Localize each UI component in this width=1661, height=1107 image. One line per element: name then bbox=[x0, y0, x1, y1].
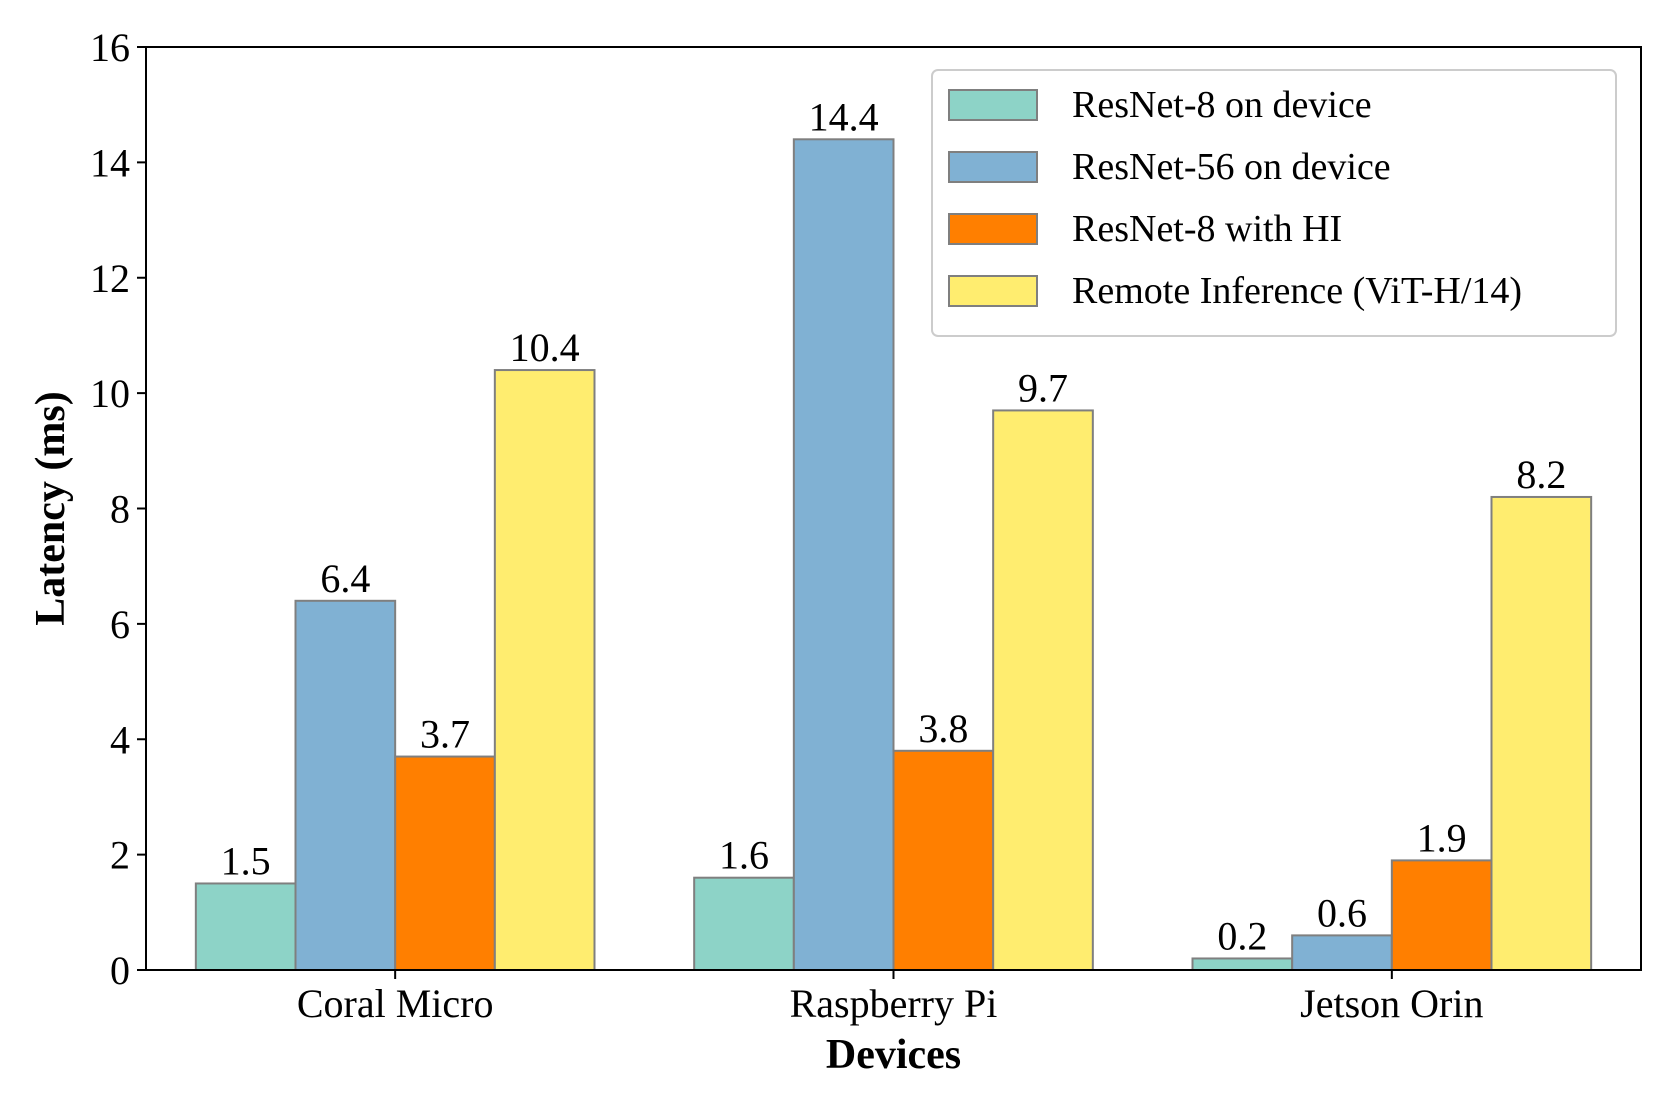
bar bbox=[493, 369, 596, 971]
bar-value-label: 3.7 bbox=[420, 712, 470, 757]
x-tick-label: Jetson Orin bbox=[1300, 981, 1483, 1026]
legend-box bbox=[931, 69, 1617, 337]
bar-labels-layer: 1.5 6.4 3.7 10.4 1.6 14.4 3.8 9.7 0.2 0.6 1.9 8.2 bbox=[221, 94, 1567, 958]
bars-layer bbox=[194, 138, 1593, 972]
legend-label: ResNet-56 on device bbox=[1072, 146, 1391, 188]
y-tick-label: 16 bbox=[90, 25, 130, 70]
legend-swatch bbox=[948, 89, 1038, 121]
y-tick-label: 4 bbox=[110, 717, 130, 762]
y-tick-label: 2 bbox=[110, 833, 130, 878]
legend-label: Remote Inference (ViT-H/14) bbox=[1072, 270, 1522, 312]
bar bbox=[892, 749, 995, 971]
bar bbox=[693, 876, 795, 972]
x-axis: Coral Micro Raspberry Pi Jetson Orin bbox=[297, 970, 1483, 1026]
bar-value-label: 1.9 bbox=[1417, 815, 1467, 860]
bar-value-label: 1.5 bbox=[221, 838, 271, 883]
bar-value-label: 3.8 bbox=[918, 706, 968, 751]
bar-value-label: 1.6 bbox=[719, 833, 769, 878]
y-axis-title: Latency (ms) bbox=[28, 391, 74, 625]
x-axis-title: Devices bbox=[826, 1032, 961, 1078]
y-tick-label: 10 bbox=[90, 371, 130, 416]
legend: ResNet-8 on device ResNet-56 on device Res… bbox=[931, 69, 1617, 337]
y-axis: 0 2 4 6 8 10 12 14 16 bbox=[90, 25, 146, 993]
bar bbox=[394, 755, 496, 972]
bar bbox=[1490, 495, 1593, 971]
legend-swatch bbox=[948, 213, 1038, 245]
y-tick-label: 14 bbox=[90, 140, 130, 185]
bar bbox=[1291, 934, 1393, 972]
bar bbox=[792, 138, 895, 972]
bar bbox=[194, 882, 297, 971]
bar-value-label: 8.2 bbox=[1516, 452, 1566, 497]
bar-value-label: 9.7 bbox=[1018, 365, 1068, 410]
y-tick-label: 0 bbox=[110, 948, 130, 993]
bar bbox=[1390, 859, 1493, 971]
legend-label: ResNet-8 with HI bbox=[1072, 208, 1342, 250]
y-tick-label: 12 bbox=[90, 256, 130, 301]
y-tick-label: 6 bbox=[110, 602, 130, 647]
legend-swatch bbox=[948, 275, 1038, 307]
legend-label: ResNet-8 on device bbox=[1072, 84, 1372, 126]
bar-value-label: 10.4 bbox=[510, 325, 580, 370]
bar-value-label: 0.6 bbox=[1317, 890, 1367, 935]
bar-value-label: 14.4 bbox=[809, 94, 879, 139]
legend-swatch bbox=[948, 151, 1038, 183]
bar-value-label: 6.4 bbox=[320, 556, 370, 601]
bar bbox=[1191, 957, 1294, 972]
bar-value-label: 0.2 bbox=[1217, 913, 1267, 958]
y-tick-label: 8 bbox=[110, 487, 130, 532]
bar bbox=[294, 599, 397, 971]
x-tick-label: Coral Micro bbox=[297, 981, 494, 1026]
x-tick-label: Raspberry Pi bbox=[790, 981, 998, 1026]
bar bbox=[992, 409, 1094, 971]
